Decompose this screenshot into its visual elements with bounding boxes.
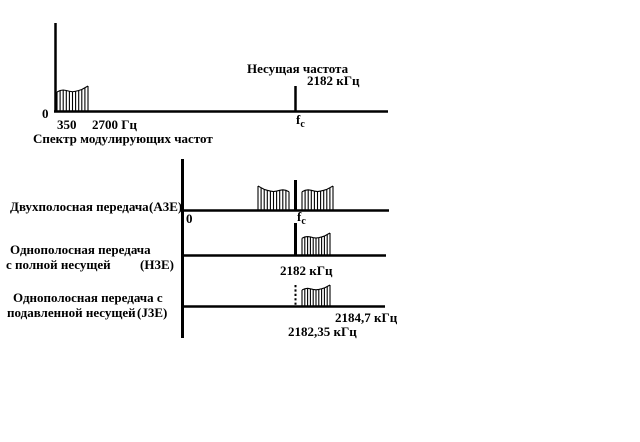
ssb-full-label-line2: с полной несущей (6, 257, 111, 272)
modulating-high-freq-label: 2700 Гц (92, 117, 138, 132)
ssb-suppressed-sideband-comb (301, 284, 331, 306)
ssb-suppressed-designator: (J3E) (137, 305, 168, 320)
modulating-low-freq-label: 350 (57, 117, 77, 132)
dsb-carrier-axis-label: fc (297, 209, 306, 227)
carrier-value: 2182 кГц (307, 73, 360, 88)
ssb-full-sideband-comb (301, 232, 331, 255)
modulating-caption: Спектр модулирующих частот (33, 131, 213, 146)
dsb-designator: (A3E) (149, 199, 183, 214)
ssb-suppressed-label-line1: Однополосная передача с (13, 290, 163, 305)
dsb-label: Двухполосная передача (10, 199, 149, 214)
dsb-upper-sideband-comb (301, 185, 334, 210)
ssb-suppressed-label-line2: подавленной несущей (7, 305, 136, 320)
dsb-carrier-axis-label-sub: c (301, 216, 306, 227)
ssb-suppressed-upper-edge-label: 2184,7 кГц (335, 310, 398, 325)
carrier-axis-label-sub: c (300, 119, 305, 130)
carrier-axis-label-base: f (296, 112, 301, 127)
dsb-carrier-axis-label-base: f (297, 209, 302, 224)
ssb-suppressed-carrier-freq-label: 2182,35 кГц (288, 324, 357, 339)
modulating-zero-label: 0 (42, 106, 49, 121)
ssb-full-label-line1: Однополосная передача (10, 242, 151, 257)
dsb-lower-sideband-comb (257, 185, 290, 210)
modulating-spectrum-comb (56, 85, 89, 111)
carrier-axis-label: fc (296, 112, 305, 130)
dsb-zero-label: 0 (186, 211, 193, 226)
ssb-full-designator: (H3E) (140, 257, 174, 272)
carrier-title: Несущая частота (247, 61, 349, 76)
ssb-full-carrier-value: 2182 кГц (280, 263, 333, 278)
